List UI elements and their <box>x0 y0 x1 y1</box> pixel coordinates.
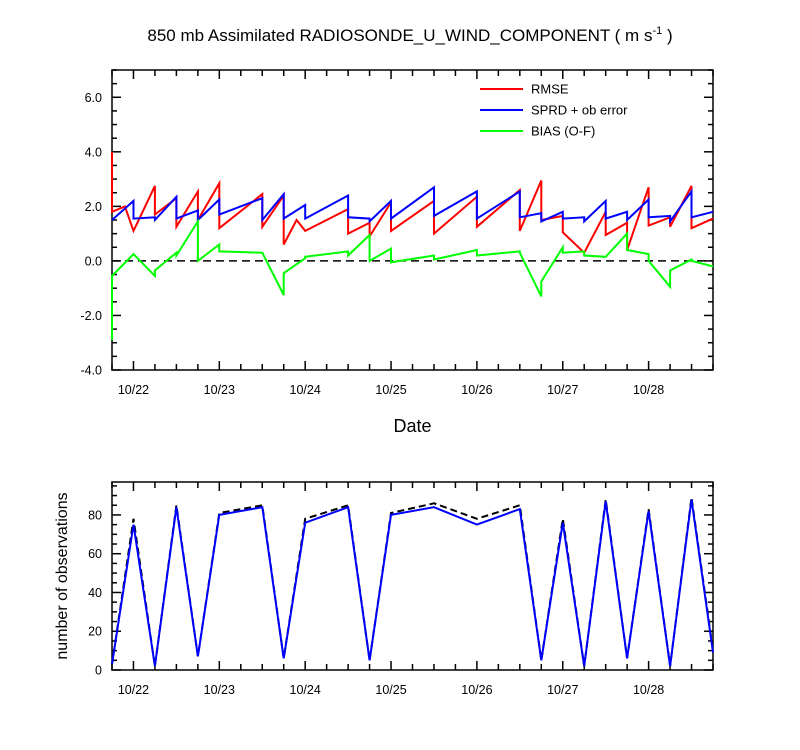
y-tick-label: 0.0 <box>85 254 102 268</box>
y-tick-label: 0 <box>95 664 102 678</box>
x-axis-title: Date <box>393 416 431 436</box>
y-tick-label: 2.0 <box>85 200 102 214</box>
x-tick-label: 10/23 <box>204 683 235 697</box>
series-line-used-observations <box>111 499 714 667</box>
y-tick-label: 80 <box>88 508 102 522</box>
y-tick-label: -4.0 <box>80 364 102 378</box>
series-line-bias-o-f <box>111 217 714 340</box>
x-tick-label: 10/25 <box>375 383 406 397</box>
y-tick-label: 6.0 <box>85 91 102 105</box>
y-axis-title: number of observations <box>54 492 71 659</box>
legend-label: RMSE <box>531 82 569 97</box>
series-line-sprd-ob-error <box>111 185 714 225</box>
chart-title-unit-exponent: -1 <box>652 25 662 37</box>
legend-label: SPRD + ob error <box>531 103 628 118</box>
x-tick-label: 10/28 <box>633 383 664 397</box>
x-tick-label: 10/26 <box>461 383 492 397</box>
legend: RMSE SPRD + ob error BIAS (O-F) <box>480 82 628 139</box>
x-tick-label: 10/23 <box>204 383 235 397</box>
chart-title-main: 850 mb Assimilated RADIOSONDE_U_WIND_COM… <box>147 26 652 45</box>
x-tick-label: 10/27 <box>547 683 578 697</box>
y-tick-label: 20 <box>88 625 102 639</box>
y-tick-label: 60 <box>88 547 102 561</box>
x-tick-label: 10/25 <box>375 683 406 697</box>
y-tick-label: 40 <box>88 586 102 600</box>
top-panel-rmse-spread-bias: 10/22 10/23 10/24 10/25 10/26 10/27 10/28 -4.0 -… <box>80 69 714 436</box>
y-tick-label: -2.0 <box>80 309 102 323</box>
x-tick-label: 10/26 <box>461 683 492 697</box>
x-tick-label: 10/22 <box>118 383 149 397</box>
y-tick-label: 4.0 <box>85 145 102 159</box>
series-line-possible-observations <box>111 497 714 667</box>
x-tick-label: 10/27 <box>547 383 578 397</box>
bottom-panel-number-of-observations: 10/22 10/23 10/24 10/25 10/26 10/27 10/28 0 20 40… <box>54 481 714 697</box>
x-tick-label: 10/24 <box>290 683 321 697</box>
x-tick-label: 10/22 <box>118 683 149 697</box>
x-tick-label: 10/28 <box>633 683 664 697</box>
chart-title-tail: ) <box>662 26 672 45</box>
legend-label: BIAS (O-F) <box>531 124 595 139</box>
x-tick-label: 10/24 <box>290 383 321 397</box>
chart-title: 850 mb Assimilated RADIOSONDE_U_WIND_COM… <box>147 25 672 45</box>
